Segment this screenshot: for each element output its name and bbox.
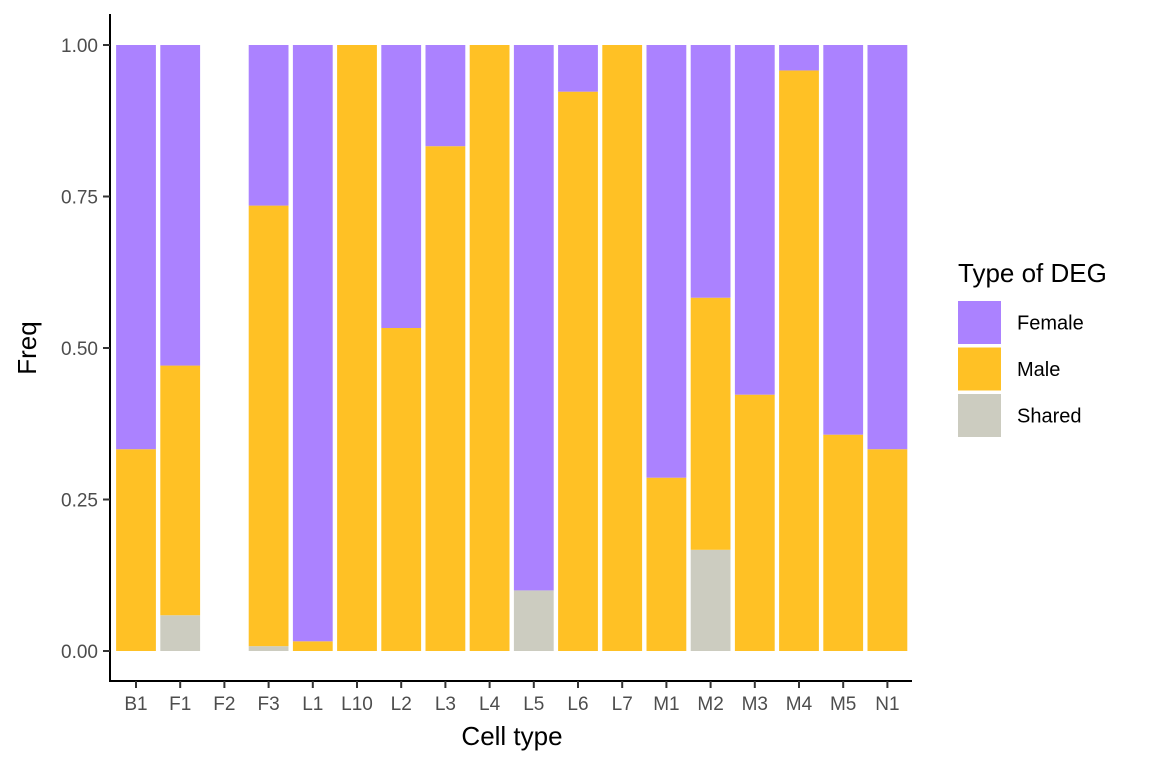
bar-B1-female xyxy=(116,45,156,450)
x-tick-label: L5 xyxy=(523,694,544,715)
x-tick-label: M4 xyxy=(786,694,813,715)
bar-L3-female xyxy=(425,45,466,147)
x-tick-label: L3 xyxy=(435,694,456,715)
x-tick-label: M5 xyxy=(830,694,856,715)
bar-M2-female xyxy=(690,45,731,298)
x-tick-label: F2 xyxy=(213,694,235,715)
bar-F3-shared xyxy=(248,646,289,651)
bar-M5-male xyxy=(823,434,864,651)
bar-M2-male xyxy=(690,297,731,550)
y-tick-label: 0.50 xyxy=(61,339,98,360)
x-tick-label: L4 xyxy=(479,694,501,715)
y-tick-label: 0.25 xyxy=(61,491,98,512)
x-tick-label: B1 xyxy=(124,694,147,715)
bar-L2-male xyxy=(381,328,422,651)
legend-key-male xyxy=(958,347,1001,391)
x-tick-label: M3 xyxy=(742,694,768,715)
bar-L6-female xyxy=(558,45,598,92)
bar-L5-female xyxy=(513,45,554,591)
bar-M1-male xyxy=(646,477,687,651)
x-tick-label: M1 xyxy=(653,694,679,715)
bar-F3-female xyxy=(248,45,289,206)
bar-N1-male xyxy=(867,449,908,651)
legend-key-shared xyxy=(958,394,1001,437)
legend-label-female: Female xyxy=(1017,313,1084,335)
x-tick-label: L1 xyxy=(302,694,323,715)
bar-F3-male xyxy=(248,205,289,647)
bar-L1-male xyxy=(292,641,333,651)
y-tick-label: 0.00 xyxy=(61,642,98,663)
x-tick-label: L10 xyxy=(341,694,373,715)
bars-layer xyxy=(116,45,908,651)
bar-M1-female xyxy=(646,45,687,478)
legend: Type of DEG Female Male Shared xyxy=(958,258,1107,437)
x-tick-label: F1 xyxy=(169,694,191,715)
bar-F1-female xyxy=(160,45,201,366)
bar-M4-male xyxy=(779,70,819,651)
bar-L10-male xyxy=(337,45,377,651)
x-tick-label: M2 xyxy=(697,694,723,715)
legend-title: Type of DEG xyxy=(958,258,1107,288)
bar-L1-female xyxy=(292,45,333,642)
bar-L4-male xyxy=(469,45,510,651)
y-tick-label: 0.75 xyxy=(61,188,98,209)
axes-layer: 0.00 0.25 0.50 0.75 1.00 B1 F1 F2 F3 L1 L10 L2 L3 L4 L… xyxy=(61,14,912,715)
bar-L5-shared xyxy=(513,590,554,651)
bar-N1-female xyxy=(867,45,908,450)
y-tick-label: 1.00 xyxy=(61,36,98,57)
legend-key-female xyxy=(958,301,1001,344)
bar-M5-female xyxy=(823,45,864,435)
legend-label-male: Male xyxy=(1017,359,1060,381)
legend-label-shared: Shared xyxy=(1017,406,1082,428)
bar-L6-male xyxy=(558,91,598,651)
x-tick-label: L2 xyxy=(391,694,412,715)
bar-F1-shared xyxy=(160,615,201,651)
x-tick-label: L7 xyxy=(612,694,633,715)
y-axis-title: Freq xyxy=(12,321,42,374)
x-tick-label: F3 xyxy=(258,694,280,715)
bar-M3-female xyxy=(734,45,775,395)
bar-M4-female xyxy=(779,45,819,71)
bar-B1-male xyxy=(116,449,156,651)
x-axis-title: Cell type xyxy=(461,721,562,751)
bar-M3-male xyxy=(734,394,775,651)
bar-L2-female xyxy=(381,45,422,328)
x-tick-label: L6 xyxy=(567,694,588,715)
bar-L7-male xyxy=(602,45,643,651)
x-tick-label: N1 xyxy=(875,694,899,715)
bar-L3-male xyxy=(425,146,466,651)
bar-M2-shared xyxy=(690,549,731,651)
bar-F1-male xyxy=(160,365,201,616)
